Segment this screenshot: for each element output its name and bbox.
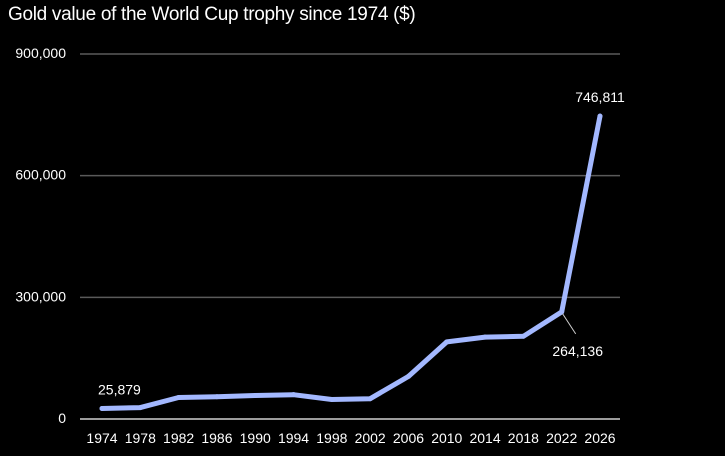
data-point: [559, 309, 565, 315]
data-point: [520, 333, 526, 339]
data-point: [482, 334, 488, 340]
x-tick-label: 2022: [546, 430, 577, 446]
x-tick-label: 1982: [163, 430, 194, 446]
x-tick-label: 1998: [316, 430, 347, 446]
data-point: [367, 396, 373, 402]
x-tick-label: 2018: [508, 430, 539, 446]
x-tick-label: 2006: [393, 430, 424, 446]
x-tick-label: 1978: [125, 430, 156, 446]
y-tick-label: 300,000: [15, 288, 66, 304]
series-group: [99, 113, 603, 412]
data-point: [214, 394, 220, 400]
data-point: [597, 113, 603, 119]
x-axis-ticks: 1974 1978 1982 1986 1990 1994 1998 2002 2006 2010…: [86, 430, 615, 446]
series-line: [99, 113, 603, 411]
data-annotations: 25,879 264,136 746,811: [98, 89, 625, 397]
x-tick-label: 1986: [201, 430, 232, 446]
x-tick-label: 1974: [86, 430, 117, 446]
x-tick-label: 1990: [240, 430, 271, 446]
data-point: [291, 392, 297, 398]
data-point: [99, 406, 105, 412]
data-point: [176, 395, 182, 401]
y-tick-label: 900,000: [15, 45, 66, 61]
x-tick-label: 2002: [355, 430, 386, 446]
x-tick-label: 2026: [584, 430, 615, 446]
chart-title: Gold value of the World Cup trophy since…: [8, 4, 416, 25]
data-point: [405, 373, 411, 379]
data-label: 746,811: [575, 89, 625, 105]
y-axis-ticks: 0 300,000 600,000 900,000: [15, 45, 66, 426]
data-point: [444, 339, 450, 345]
data-point: [329, 397, 335, 403]
data-label: 25,879: [98, 382, 141, 398]
y-tick-label: 600,000: [15, 167, 66, 183]
data-point: [137, 405, 143, 411]
grid-lines: [80, 53, 620, 299]
data-label-leader: [562, 313, 577, 335]
x-tick-label: 2014: [469, 430, 500, 446]
data-point: [252, 392, 258, 398]
x-tick-label: 2010: [431, 430, 462, 446]
data-label: 264,136: [552, 343, 603, 359]
x-tick-label: 1994: [278, 430, 309, 446]
y-tick-label: 0: [58, 410, 66, 426]
